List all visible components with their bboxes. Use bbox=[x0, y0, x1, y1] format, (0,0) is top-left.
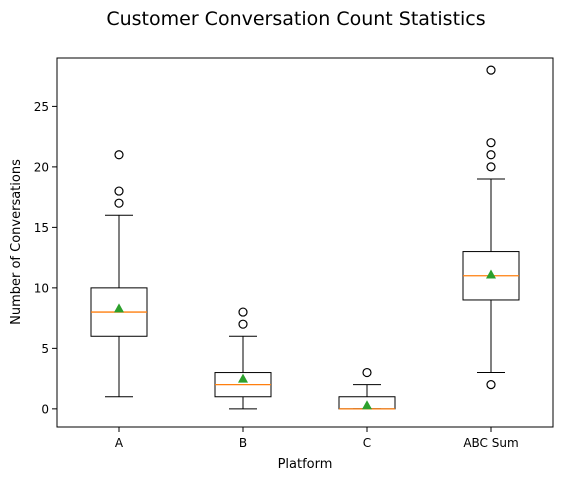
mean-marker bbox=[238, 373, 248, 383]
mean-marker bbox=[114, 303, 124, 313]
outlier-point bbox=[238, 307, 248, 317]
plot-area-frame bbox=[56, 57, 554, 428]
box-b bbox=[214, 307, 272, 410]
outlier-point bbox=[486, 380, 496, 390]
x-tick-label: A bbox=[115, 436, 124, 450]
y-axis: 0 5 10 15 20 25 bbox=[34, 100, 57, 416]
y-axis-label: Number of Conversations bbox=[9, 159, 24, 325]
outlier-point bbox=[486, 162, 496, 172]
outlier-point bbox=[486, 65, 496, 75]
x-tick-label: C bbox=[363, 436, 371, 450]
outlier-point bbox=[486, 138, 496, 148]
outlier-point bbox=[486, 150, 496, 160]
x-tick-label: B bbox=[239, 436, 247, 450]
mean-marker bbox=[486, 269, 496, 279]
box-abc-sum bbox=[462, 65, 520, 390]
y-tick-label: 20 bbox=[34, 160, 49, 174]
outlier-point bbox=[114, 198, 124, 208]
x-axis: A B C ABC Sum bbox=[115, 427, 519, 450]
outlier-point bbox=[114, 150, 124, 160]
outlier-point bbox=[362, 367, 372, 378]
y-tick-label: 0 bbox=[41, 402, 49, 416]
outlier-point bbox=[114, 186, 124, 196]
y-tick-label: 15 bbox=[34, 221, 49, 235]
x-axis-label: Platform bbox=[278, 457, 333, 472]
chart-title: Customer Conversation Count Statistics bbox=[106, 8, 485, 30]
box-a bbox=[90, 150, 148, 398]
x-tick-label: ABC Sum bbox=[463, 436, 518, 450]
y-tick-label: 25 bbox=[34, 100, 49, 114]
outlier-point bbox=[238, 319, 248, 329]
y-tick-label: 10 bbox=[34, 281, 49, 295]
mean-marker bbox=[362, 400, 372, 410]
box-c bbox=[338, 367, 396, 410]
boxes-layer bbox=[90, 65, 520, 410]
y-tick-label: 5 bbox=[41, 342, 49, 356]
